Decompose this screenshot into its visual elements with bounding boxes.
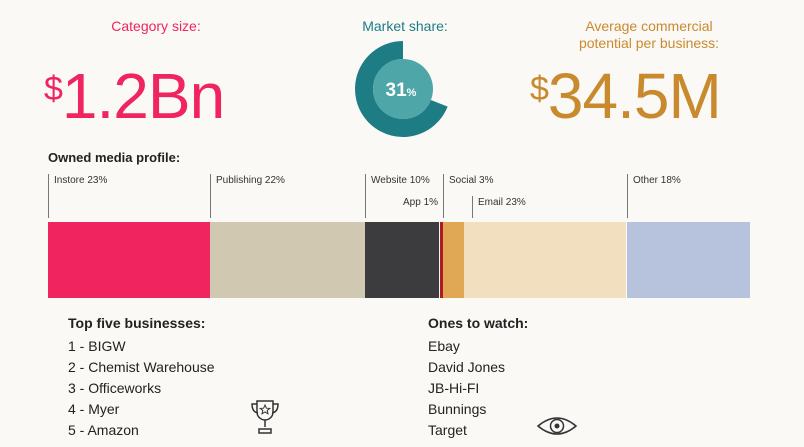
owned-media-segment: [210, 222, 365, 298]
owned-media-segment: [464, 222, 626, 298]
owned-media-tick: [472, 196, 473, 218]
top-five-list: Top five businesses: 1 - BIGW 2 - Chemis…: [68, 313, 215, 441]
trophy-icon: [251, 400, 279, 434]
market-share-donut: 31%: [355, 41, 448, 137]
owned-media-segment: [48, 222, 210, 298]
avg-potential-label-line2: potential per business:: [578, 35, 720, 51]
owned-media-segment: [627, 222, 750, 298]
list-item: 5 - Amazon: [68, 422, 139, 438]
owned-media-tick: [48, 174, 49, 218]
owned-media-tick: [443, 174, 444, 218]
owned-media-tick: [210, 174, 211, 218]
owned-media-label: Website 10%: [371, 175, 430, 186]
category-size-currency: $: [44, 70, 63, 108]
avg-potential-number: 34.5M: [547, 60, 722, 132]
list-item: 1 - BIGW: [68, 338, 126, 354]
market-share-arc: [355, 41, 448, 137]
list-item: JB-Hi-FI: [428, 380, 480, 396]
owned-media-bar: [48, 222, 750, 298]
market-share-center: [373, 59, 433, 119]
top-five-heading: Top five businesses:: [68, 315, 206, 331]
avg-potential-label-line1: Average commercial: [585, 18, 713, 34]
market-share-value: 31: [386, 80, 408, 101]
list-item: 3 - Officeworks: [68, 380, 162, 396]
svg-text:31%: 31%: [386, 80, 417, 101]
owned-media-tick: [627, 174, 628, 218]
category-size-number: 1.2Bn: [61, 60, 225, 132]
eye-icon: [536, 417, 578, 435]
owned-media-label: Instore 23%: [54, 175, 108, 186]
list-item: Target: [428, 422, 467, 438]
avg-potential-label: Average commercial potential per busines…: [560, 18, 738, 52]
avg-potential-value: $34.5M: [530, 64, 722, 128]
category-size-label: Category size:: [111, 18, 201, 34]
owned-media-segment: [440, 222, 444, 298]
owned-media-label: Email 23%: [478, 197, 526, 208]
owned-media-segment: [365, 222, 439, 298]
list-item: 4 - Myer: [68, 401, 120, 417]
list-item: 2 - Chemist Warehouse: [68, 359, 215, 375]
owned-media-label: Social 3%: [449, 175, 494, 186]
owned-media-segment: [443, 222, 464, 298]
owned-media-heading: Owned media profile:: [48, 150, 181, 165]
owned-media-label: Publishing 22%: [216, 175, 285, 186]
market-share-label: Market share:: [362, 18, 448, 34]
owned-media-tick: [365, 174, 366, 218]
avg-potential-currency: $: [530, 70, 549, 108]
list-item: Bunnings: [428, 401, 487, 417]
owned-media-label: Other 18%: [633, 175, 681, 186]
list-item: Ebay: [428, 338, 460, 354]
category-size-value: $1.2Bn: [44, 64, 225, 128]
ones-to-watch-heading: Ones to watch:: [428, 315, 529, 331]
ones-to-watch-list: Ones to watch: Ebay David Jones JB-Hi-FI…: [428, 313, 528, 441]
owned-media-label: App 1%: [403, 197, 439, 208]
market-share-unit: %: [407, 87, 417, 99]
list-item: David Jones: [428, 359, 506, 375]
